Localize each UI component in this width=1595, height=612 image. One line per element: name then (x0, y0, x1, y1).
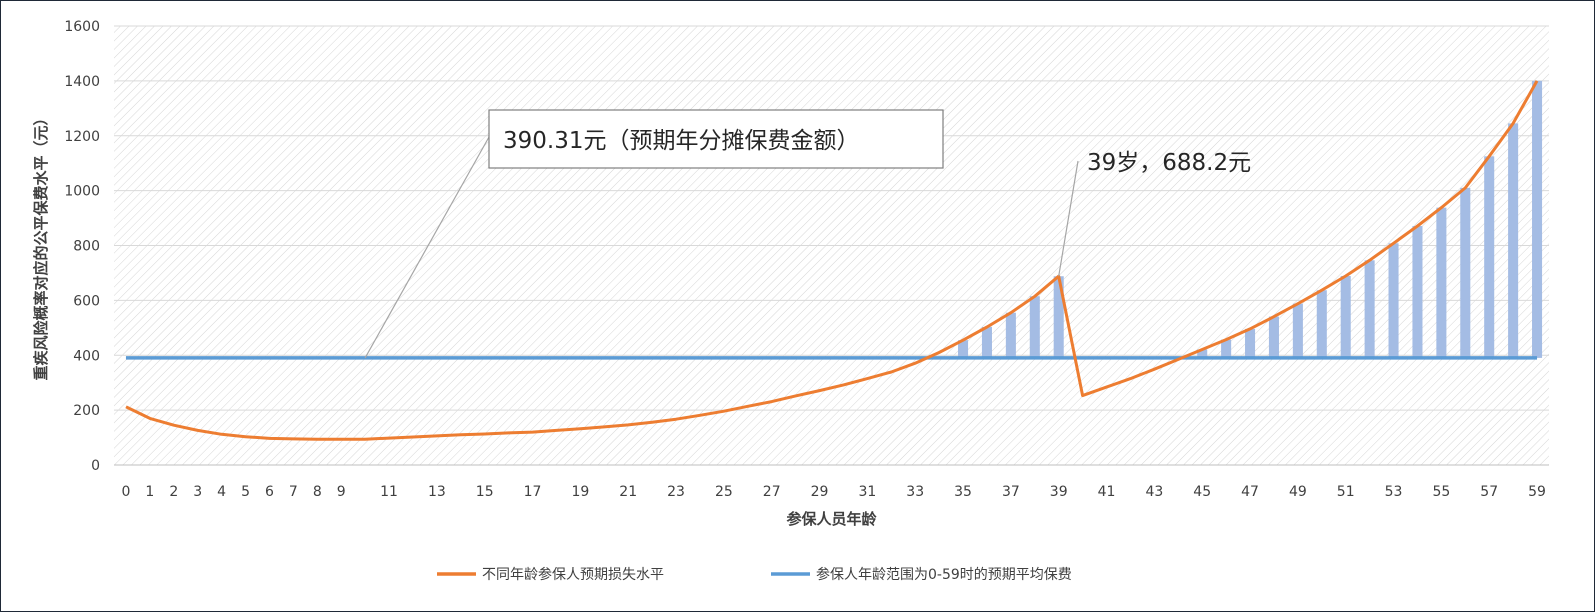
gap-bar (1197, 349, 1208, 358)
expected-loss-line (125, 80, 1539, 441)
gap-bar (1340, 275, 1351, 358)
x-axis-title: 参保人员年龄 (786, 510, 877, 528)
x-tick-label: 23 (667, 484, 685, 500)
gap-bar (1532, 80, 1543, 358)
x-tick-label: 3 (193, 484, 202, 500)
x-tick-label: 11 (380, 484, 398, 500)
x-tick-label: 47 (1241, 484, 1259, 500)
y-tick-label: 1400 (64, 74, 100, 90)
gap-bar (1388, 243, 1399, 358)
callout-label-average-premium: 390.31元（预期年分摊保费金额） (503, 128, 859, 154)
gap-bar (1484, 156, 1495, 358)
peak-label: 39岁，688.2元 (1087, 150, 1251, 176)
y-axis-title: 重疾风险概率对应的公平保费水平（元） (32, 110, 50, 380)
gap-bar (1268, 316, 1279, 358)
y-tick-label: 200 (73, 403, 100, 419)
gap-bar (981, 326, 992, 358)
gap-bar (1029, 296, 1040, 358)
gap-bar (1436, 207, 1447, 358)
gap-bar (1053, 276, 1064, 358)
x-tick-label: 49 (1289, 484, 1307, 500)
x-tick-label: 37 (1002, 484, 1020, 500)
x-tick-label: 0 (121, 484, 130, 500)
gap-bar (1508, 123, 1519, 358)
x-tick-label: 35 (954, 484, 972, 500)
x-tick-label: 25 (715, 484, 733, 500)
x-tick-label: 5 (241, 484, 250, 500)
x-tick-label: 51 (1337, 484, 1355, 500)
gap-bar (1316, 290, 1327, 358)
callout-box (488, 109, 944, 169)
x-tick-label: 27 (763, 484, 781, 500)
x-tick-label: 21 (619, 484, 637, 500)
x-tick-label: 45 (1193, 484, 1211, 500)
gap-bar (1412, 226, 1423, 358)
gap-bar (1364, 260, 1375, 358)
x-tick-label: 53 (1385, 484, 1403, 500)
y-tick-label: 1600 (64, 19, 100, 35)
y-tick-label: 600 (73, 293, 100, 309)
x-tick-label: 59 (1528, 484, 1546, 500)
x-tick-label: 9 (337, 484, 346, 500)
y-tick-label: 1000 (64, 184, 100, 200)
gap-bar (1221, 339, 1232, 358)
x-tick-label: 4 (217, 484, 226, 500)
gap-bar (1292, 303, 1303, 358)
x-tick-label: 55 (1432, 484, 1450, 500)
gap-bar (958, 340, 969, 358)
legend-label-expected-loss: 不同年龄参保人预期损失水平 (482, 566, 664, 583)
callout-leader-line (364, 136, 490, 359)
x-tick-label: 43 (1145, 484, 1163, 500)
x-tick-label: 19 (571, 484, 589, 500)
x-tick-label: 6 (265, 484, 274, 500)
y-tick-label: 0 (91, 458, 100, 474)
x-tick-label: 33 (906, 484, 924, 500)
x-tick-label: 31 (858, 484, 876, 500)
x-tick-label: 2 (169, 484, 178, 500)
gap-bar (1245, 328, 1256, 358)
x-tick-label: 15 (476, 484, 494, 500)
gap-bar (1460, 187, 1471, 358)
x-tick-label: 57 (1480, 484, 1498, 500)
x-tick-label: 13 (428, 484, 446, 500)
y-tick-label: 400 (73, 348, 100, 364)
peak-leader-line (1058, 160, 1079, 277)
x-tick-label: 8 (313, 484, 322, 500)
x-tick-label: 41 (1098, 484, 1116, 500)
y-tick-label: 800 (73, 239, 100, 255)
x-tick-label: 17 (524, 484, 542, 500)
y-tick-label: 1200 (64, 129, 100, 145)
x-tick-label: 1 (145, 484, 154, 500)
gap-bar (1005, 312, 1016, 358)
x-tick-label: 39 (1050, 484, 1068, 500)
x-tick-label: 7 (289, 484, 298, 500)
legend-label-average-premium: 参保人年龄范围为0-59时的预期平均保费 (816, 566, 1072, 583)
x-tick-label: 29 (811, 484, 829, 500)
